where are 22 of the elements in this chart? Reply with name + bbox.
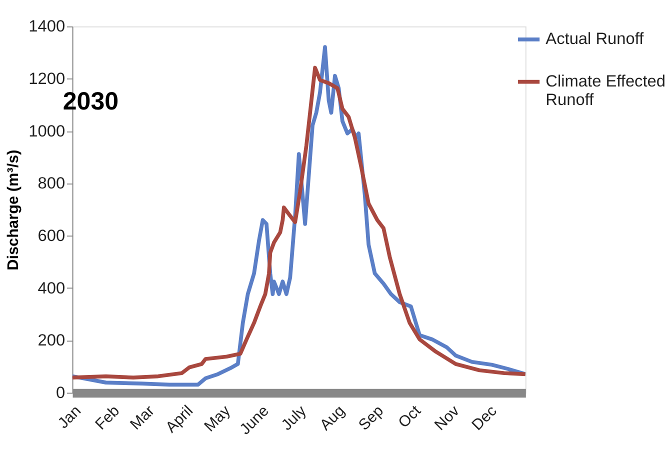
- x-tick-label: Aug: [316, 402, 348, 434]
- y-tick-label: 1400: [28, 18, 66, 36]
- y-axis-title: Discharge (m³/s): [5, 150, 22, 270]
- x-tick-label: Dec: [468, 402, 500, 434]
- legend-label: Climate Effected Runoff: [546, 72, 666, 109]
- x-tick-label: July: [278, 402, 310, 434]
- x-tick-label: Sep: [356, 402, 387, 434]
- y-tick-label: 400: [38, 279, 66, 298]
- y-tick-label: 200: [38, 332, 66, 350]
- y-tick-label: 600: [38, 227, 66, 246]
- x-tick-label: Feb: [92, 402, 124, 434]
- y-tick-label: 0: [56, 384, 66, 402]
- y-tick-label: 1000: [28, 122, 66, 140]
- x-tick-label: Oct: [395, 402, 425, 432]
- legend-label: Actual Runoff: [546, 30, 644, 48]
- text: 2030: [62, 87, 119, 116]
- y-tick-label: 800: [38, 174, 66, 193]
- y-tick-label: 1200: [28, 70, 66, 88]
- x-tick-label: Mar: [127, 402, 158, 434]
- x-tick-label: May: [201, 402, 234, 436]
- x-tick-label: Nov: [432, 402, 464, 434]
- x-tick-label: Jan: [54, 402, 84, 432]
